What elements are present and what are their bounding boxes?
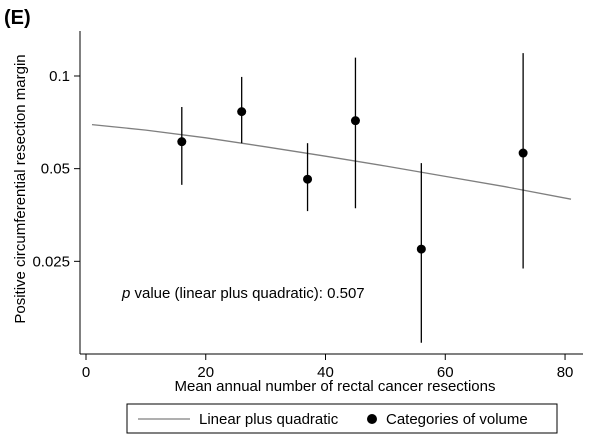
legend-label-points: Categories of volume [386, 411, 528, 428]
y-tick-label: 0.1 [49, 68, 70, 85]
axes [79, 31, 583, 355]
data-point [303, 174, 313, 184]
legend-dot-swatch [367, 414, 377, 424]
legend-label-line: Linear plus quadratic [199, 411, 339, 428]
p-value-annotation: p value (linear plus quadratic): 0.507 [121, 285, 365, 302]
data-point [416, 244, 426, 254]
data-point [350, 116, 360, 126]
x-tick-label: 80 [557, 364, 574, 381]
x-tick-label: 0 [82, 364, 90, 381]
x-axis-title: Mean annual number of rectal cancer rese… [174, 378, 495, 395]
legend-box [126, 403, 558, 434]
data-point [177, 137, 187, 147]
y-axis-title: Positive circumferential resection margi… [12, 54, 29, 323]
y-tick-label: 0.05 [41, 161, 70, 178]
y-tick-label: 0.025 [32, 253, 70, 270]
fitted-line-group [91, 123, 572, 200]
axis-ticks: 0 20 40 60 80 0.025 0.05 0.1 [32, 68, 573, 381]
p-symbol: p [121, 285, 130, 302]
x-tick-label: 20 [197, 364, 214, 381]
legend: Linear plus quadratic Categories of volu… [126, 403, 558, 434]
panel-label: (E) [4, 7, 31, 29]
x-tick-label: 40 [317, 364, 334, 381]
p-value-text: value (linear plus quadratic): 0.507 [130, 285, 364, 302]
data-points-group [177, 53, 528, 343]
x-tick-label: 60 [437, 364, 454, 381]
data-point [237, 107, 247, 117]
fitted-line [91, 123, 572, 200]
data-point [518, 148, 528, 158]
